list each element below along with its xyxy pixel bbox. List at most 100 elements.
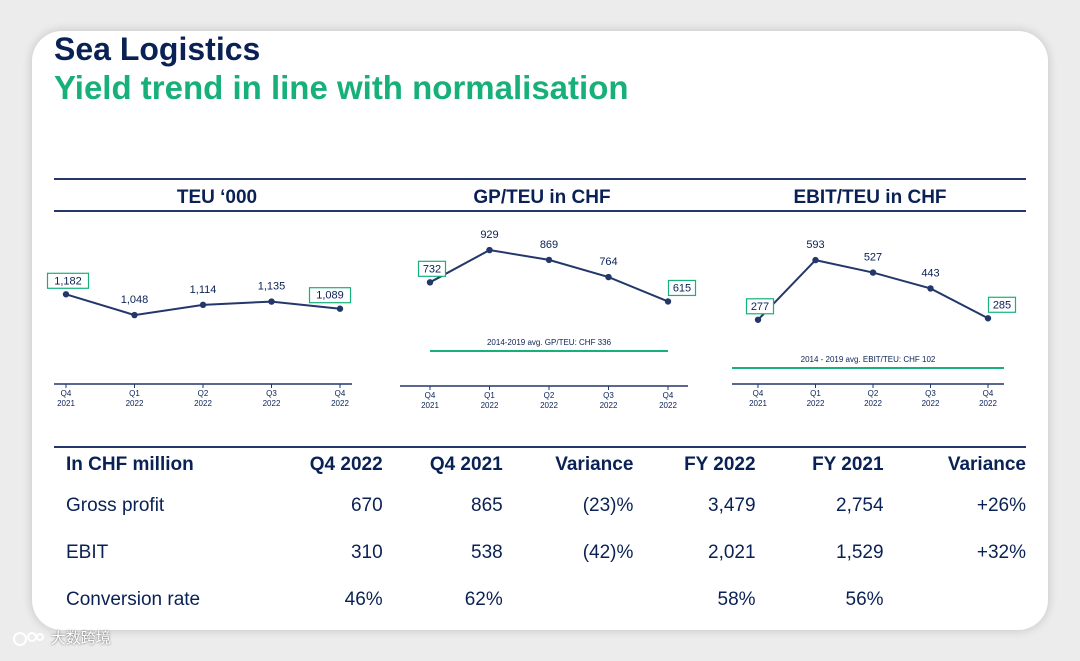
table-cell: 46% [344, 588, 383, 610]
data-point [927, 285, 934, 292]
row-label: EBIT [66, 541, 109, 563]
x-tick-label: 2022 [126, 399, 144, 408]
x-tick-label: Q4 [663, 391, 674, 400]
x-tick-label: Q4 [753, 389, 764, 398]
table-cell [503, 576, 634, 623]
x-tick-label: 2022 [540, 401, 558, 410]
table-cell: 2,021 [708, 541, 756, 563]
table-cell: 1,529 [836, 541, 884, 563]
x-tick-label: Q3 [603, 391, 614, 400]
slide-title: Sea Logistics [54, 31, 261, 67]
table-cell: 62% [464, 588, 503, 610]
data-point [812, 256, 819, 264]
table-cell: (42)% [582, 541, 634, 563]
col-header-q4-2022: Q4 2022 [309, 454, 383, 475]
x-tick-label: 2021 [749, 399, 767, 408]
watermark-logo-icon [12, 629, 46, 649]
chart-title: TEU ‘000 [177, 187, 257, 208]
data-label: 869 [540, 239, 558, 251]
row-label: Gross profit [66, 494, 165, 516]
x-tick-label: Q2 [544, 391, 555, 400]
data-label: 443 [921, 267, 939, 279]
data-label: 1,182 [54, 275, 82, 287]
x-tick-label: Q1 [129, 389, 140, 398]
data-point [62, 291, 70, 298]
data-point [545, 256, 553, 264]
table-cell [884, 576, 1026, 623]
watermark-text: 大数跨境 [50, 629, 111, 647]
row-label-text: Conversion rate [66, 588, 201, 610]
reference-label: 2014-2019 avg. GP/TEU: CHF 336 [487, 338, 612, 347]
col-header-metric: In CHF million [66, 454, 194, 475]
data-label: 593 [806, 239, 824, 251]
table-cell: 56% [845, 588, 884, 610]
data-label-box [987, 296, 1017, 313]
data-label: 764 [599, 256, 617, 268]
table-cell: (23)% [582, 494, 634, 516]
x-tick-label: Q2 [868, 389, 879, 398]
table-cell: 58% [717, 588, 756, 610]
data-point [426, 279, 434, 286]
table-row: Conversion rate 46% 62% 58% 56% [54, 576, 1026, 623]
table-cell: 3,479 [708, 494, 756, 516]
data-label-box [745, 298, 775, 315]
table-row: Gross profit 670 865 (23)% 3,479 2,754 +… [54, 482, 1026, 529]
x-tick-label: Q2 [198, 389, 209, 398]
x-tick-label: Q4 [335, 389, 346, 398]
x-tick-label: Q1 [810, 389, 821, 398]
x-tick-label: Q3 [925, 389, 936, 398]
data-label-box [308, 287, 352, 304]
slide-card: Sea Logistics Yield trend in line with n… [32, 31, 1048, 630]
col-header-fy-2022: FY 2022 [684, 454, 756, 475]
data-point [199, 301, 207, 309]
table-cell: 2,754 [836, 494, 884, 516]
table-cell: 670 [350, 494, 383, 516]
data-label: 1,135 [258, 281, 286, 293]
data-point [268, 298, 275, 305]
x-tick-label: 2022 [807, 399, 825, 408]
col-header-variance-fy: Variance [947, 454, 1026, 475]
charts-area: TEU ‘000 Q4 2021 Q1 2022 Q2 2022 Q3 2022 Q4 2022 1,… [32, 31, 1048, 630]
charts-svg: TEU ‘000Q42021Q12022Q22022Q32022Q420221,… [46, 178, 1026, 410]
table-cell: +32% [976, 541, 1026, 563]
col-header-variance-q: Variance [555, 454, 634, 475]
data-label: 732 [423, 263, 441, 275]
series-line [757, 259, 989, 321]
data-label: 527 [864, 252, 882, 264]
data-label: 1,089 [316, 290, 344, 302]
data-point [605, 273, 612, 281]
data-point [984, 315, 992, 322]
data-label: 1,048 [121, 294, 149, 306]
financial-table: In CHF million Q4 2022 Q4 2021 Variance … [54, 446, 1026, 623]
table-header-row: In CHF million Q4 2022 Q4 2021 Variance … [54, 447, 1026, 482]
data-label: 285 [993, 299, 1011, 311]
data-point [131, 311, 138, 319]
x-tick-label: Q4 [61, 389, 72, 398]
col-header-fy-2021: FY 2021 [812, 454, 884, 475]
data-label-box [417, 260, 447, 277]
x-tick-label: 2022 [922, 399, 940, 408]
data-label: 929 [480, 229, 498, 241]
col-header-q4-2021: Q4 2021 [429, 454, 503, 475]
x-tick-label: 2021 [57, 399, 75, 408]
x-tick-label: Q4 [983, 389, 994, 398]
row-label: Conversion rate [54, 576, 265, 623]
data-point [869, 269, 877, 276]
x-tick-label: 2022 [979, 399, 997, 408]
data-label-box [46, 272, 90, 289]
data-point [486, 246, 493, 254]
x-tick-label: 2022 [600, 401, 618, 410]
x-tick-label: 2022 [194, 399, 212, 408]
data-label: 1,114 [190, 284, 217, 296]
reference-label: 2014 - 2019 avg. EBIT/TEU: CHF 102 [801, 355, 936, 364]
table-cell: 865 [471, 494, 503, 516]
chart-title: EBIT/TEU in CHF [793, 187, 946, 208]
x-tick-label: 2021 [421, 401, 439, 410]
table-cell: 538 [471, 541, 503, 563]
x-tick-label: Q3 [266, 389, 277, 398]
x-tick-label: 2022 [659, 401, 677, 410]
data-label-box [667, 279, 697, 297]
x-tick-label: Q4 [425, 391, 436, 400]
data-label: 615 [673, 282, 691, 294]
table-cell: +26% [976, 494, 1026, 516]
